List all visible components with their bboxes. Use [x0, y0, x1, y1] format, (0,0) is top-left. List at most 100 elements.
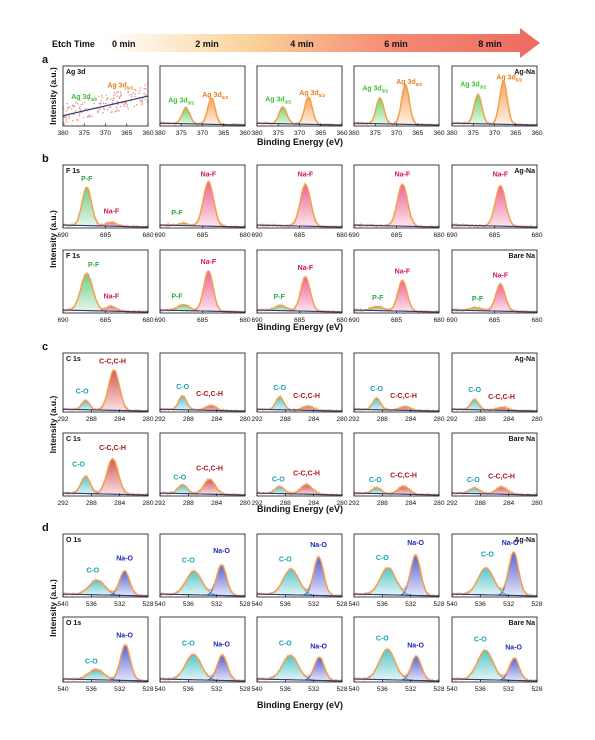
raw-point — [133, 105, 135, 108]
binding-energy-label: Binding Energy (eV) — [257, 137, 343, 147]
binding-energy-label: Binding Energy (eV) — [257, 700, 343, 710]
raw-point — [80, 103, 83, 106]
spectrum-6-1: 540 536 532 528 C-O Na-O — [154, 616, 251, 693]
spectrum-4-3: 292 288 284 280 C-O C-C,C-H — [348, 432, 445, 507]
plot-area — [257, 653, 342, 682]
plot-frame — [62, 352, 149, 413]
panel-letter-c: c — [42, 341, 48, 353]
tick-label: 375 — [370, 130, 381, 137]
peak-label: P-F — [372, 295, 384, 302]
plot-area — [354, 647, 439, 682]
raw-point — [97, 111, 99, 114]
background-line — [63, 678, 148, 682]
raw-point — [143, 87, 145, 90]
plot-frame — [256, 352, 343, 413]
raw-point — [66, 107, 69, 110]
raw-point — [76, 102, 79, 105]
raw-point — [114, 93, 117, 95]
raw-point — [141, 99, 144, 102]
raw-point — [79, 105, 81, 108]
tick-label: 380 — [57, 130, 68, 137]
plot-frame — [451, 533, 538, 598]
tick-label: 288 — [475, 500, 486, 507]
tick-label: 380 — [348, 130, 359, 137]
tick-label: 360 — [239, 130, 250, 137]
peak-label: Ag 3d3/2 — [265, 97, 291, 106]
tick-label: 292 — [348, 500, 359, 507]
tick-label: 284 — [211, 500, 222, 507]
peak-label: P-F — [81, 176, 93, 183]
peak-label: Ag 3d3/2 — [362, 85, 388, 94]
tick-label: 680 — [336, 232, 347, 239]
tick-label: 380 — [251, 130, 262, 137]
spectrum-2-4: 690 685 680 Bare Na P-F Na-F — [446, 249, 543, 324]
plot-area — [354, 278, 439, 313]
raw-point — [123, 105, 125, 107]
tick-label: 532 — [114, 601, 125, 608]
peak-label: Na-O — [502, 540, 519, 547]
raw-point — [144, 93, 147, 95]
peak-label: C-O — [370, 386, 383, 393]
raw-point — [116, 95, 118, 98]
peak-label: C-O — [376, 635, 389, 642]
tick-label: 365 — [121, 130, 132, 137]
raw-point — [105, 98, 108, 101]
peak-label: Na-F — [298, 171, 314, 178]
spectrum-0-2: 380 375 370 365 360 Ag 3d3/2 Ag 3d5/2 — [251, 65, 348, 137]
raw-point — [102, 107, 105, 110]
sample-label: Ag-Na — [514, 356, 535, 363]
plot-frame — [353, 65, 440, 127]
tick-label: 540 — [154, 601, 165, 608]
peak-label: Ag 3d3/2 — [460, 82, 486, 91]
spectrum-3-3: 292 288 284 280 C-O C-C,C-H — [348, 352, 445, 423]
raw-point — [117, 91, 120, 93]
tick-label: 288 — [86, 500, 97, 507]
raw-point — [92, 99, 95, 101]
tick-label: 292 — [446, 500, 457, 507]
raw-point — [107, 97, 109, 100]
fit-envelope — [160, 564, 245, 597]
tick-label: 536 — [183, 686, 194, 693]
element-label: C 1s — [66, 436, 81, 443]
tick-label: 284 — [503, 500, 514, 507]
plot-area — [354, 182, 439, 228]
peak-label: Na-F — [493, 273, 509, 280]
fit-envelope — [160, 395, 245, 412]
plot-frame — [353, 432, 440, 497]
tick-label: 540 — [348, 686, 359, 693]
spectrum-6-2: 540 536 532 528 C-O Na-O — [251, 616, 348, 693]
tick-label: 370 — [100, 130, 111, 137]
etch-time-4: 8 min — [478, 39, 502, 49]
raw-point — [110, 106, 112, 108]
background-line — [257, 492, 342, 496]
plot-frame — [159, 352, 246, 413]
spectrum-0-4: 380 375 370 365 360 Ag-Na Ag 3d3/2 Ag 3d5/2 — [446, 65, 543, 137]
tick-label: 292 — [154, 416, 165, 423]
background-line — [452, 492, 537, 496]
tick-label: 370 — [489, 130, 500, 137]
raw-point — [97, 95, 100, 98]
tick-label: 284 — [308, 500, 319, 507]
fit-envelope — [354, 554, 439, 597]
peak-label: C-O — [481, 552, 494, 559]
peak-label: Ag 3d3/2 — [168, 98, 194, 107]
binding-energy-label: Binding Energy (eV) — [257, 504, 343, 514]
raw-point — [105, 94, 107, 97]
raw-point — [68, 117, 70, 119]
spectrum-2-1: 690 685 680 P-F Na-F — [154, 249, 251, 324]
etch-time-0: 0 min — [112, 39, 136, 49]
panel-letter-b: b — [42, 153, 49, 165]
raw-point — [86, 116, 89, 118]
plot-area — [63, 271, 148, 313]
tick-label: 680 — [142, 317, 153, 324]
peak-label: Ag 3d5/2 — [396, 79, 422, 88]
raw-point — [93, 102, 95, 105]
raw-point — [98, 102, 101, 105]
peak-label: P-F — [171, 293, 183, 300]
peak-label: Na-O — [116, 556, 133, 563]
tick-label: 292 — [251, 500, 262, 507]
panel-row-3: c 292 288 284 280 C 1s C-O C-C,C-H 292 288 284 280 C… — [42, 341, 543, 423]
sample-label: Ag-Na — [514, 69, 535, 76]
raw-point — [78, 107, 81, 110]
